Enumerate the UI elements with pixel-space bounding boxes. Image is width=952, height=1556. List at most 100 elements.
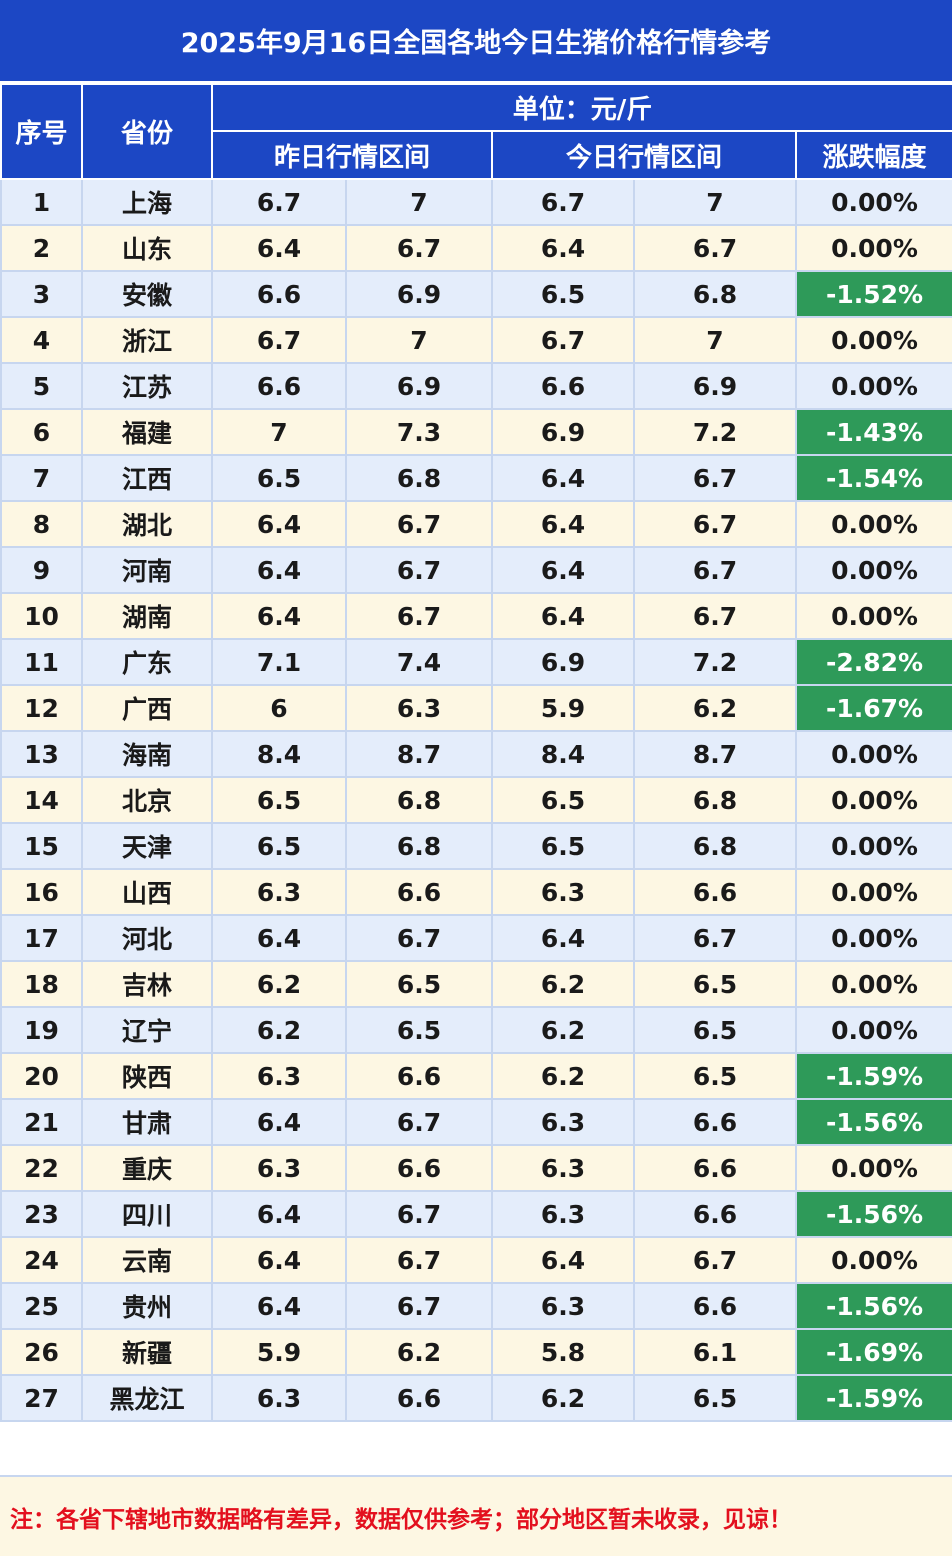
table-row: 4 浙江 6.7 7 6.7 7 0.00%: [0, 316, 952, 364]
yesterday-low: 6.2: [211, 1006, 347, 1054]
row-province: 吉林: [81, 960, 213, 1008]
row-index: 21: [0, 1098, 83, 1146]
today-high: 6.5: [633, 1374, 797, 1422]
table-row: 12 广西 6 6.3 5.9 6.2 -1.67%: [0, 684, 952, 732]
change-percent: 0.00%: [794, 224, 952, 272]
yesterday-high: 6.6: [345, 1374, 493, 1422]
change-percent: 0.00%: [794, 960, 952, 1008]
today-high: 7: [633, 316, 797, 364]
today-low: 6.4: [491, 546, 635, 594]
today-high: 6.5: [633, 960, 797, 1008]
today-low: 6.3: [491, 1282, 635, 1330]
yesterday-high: 6.8: [345, 822, 493, 870]
yesterday-high: 6.7: [345, 224, 493, 272]
row-province: 贵州: [81, 1282, 213, 1330]
yesterday-low: 6.6: [211, 362, 347, 410]
row-province: 江西: [81, 454, 213, 502]
row-index: 5: [0, 362, 83, 410]
yesterday-low: 6.4: [211, 1282, 347, 1330]
yesterday-low: 6.4: [211, 500, 347, 548]
table-row: 5 江苏 6.6 6.9 6.6 6.9 0.00%: [0, 362, 952, 410]
yesterday-low: 7.1: [211, 638, 347, 686]
today-low: 6.3: [491, 1190, 635, 1238]
yesterday-low: 6.3: [211, 1374, 347, 1422]
change-percent: -1.56%: [794, 1190, 952, 1238]
yesterday-high: 7.4: [345, 638, 493, 686]
table-row: 22 重庆 6.3 6.6 6.3 6.6 0.00%: [0, 1144, 952, 1192]
yesterday-high: 6.9: [345, 270, 493, 318]
change-percent: -1.43%: [794, 408, 952, 456]
yesterday-low: 6.4: [211, 546, 347, 594]
yesterday-high: 6.6: [345, 868, 493, 916]
table-row: 3 安徽 6.6 6.9 6.5 6.8 -1.52%: [0, 270, 952, 318]
table-row: 20 陕西 6.3 6.6 6.2 6.5 -1.59%: [0, 1052, 952, 1100]
change-percent: 0.00%: [794, 914, 952, 962]
change-percent: 0.00%: [794, 546, 952, 594]
yesterday-low: 6.5: [211, 776, 347, 824]
change-percent: 0.00%: [794, 178, 952, 226]
today-low: 6.4: [491, 592, 635, 640]
row-province: 山东: [81, 224, 213, 272]
today-high: 6.7: [633, 500, 797, 548]
change-percent: -1.59%: [794, 1374, 952, 1422]
yesterday-low: 6.7: [211, 316, 347, 364]
change-percent: 0.00%: [794, 822, 952, 870]
header-province: 省份: [81, 83, 213, 180]
today-high: 6.7: [633, 224, 797, 272]
today-high: 6.1: [633, 1328, 797, 1376]
row-province: 海南: [81, 730, 213, 778]
today-high: 6.6: [633, 1144, 797, 1192]
table-row: 19 辽宁 6.2 6.5 6.2 6.5 0.00%: [0, 1006, 952, 1054]
yesterday-low: 6.5: [211, 454, 347, 502]
today-low: 8.4: [491, 730, 635, 778]
row-province: 河南: [81, 546, 213, 594]
row-index: 20: [0, 1052, 83, 1100]
today-high: 7.2: [633, 638, 797, 686]
today-low: 6.6: [491, 362, 635, 410]
row-province: 湖北: [81, 500, 213, 548]
row-province: 辽宁: [81, 1006, 213, 1054]
today-high: 7: [633, 178, 797, 226]
row-province: 广东: [81, 638, 213, 686]
change-percent: -1.52%: [794, 270, 952, 318]
yesterday-high: 6.5: [345, 960, 493, 1008]
header-today-range: 今日行情区间: [491, 130, 797, 180]
today-low: 6.4: [491, 914, 635, 962]
row-index: 27: [0, 1374, 83, 1422]
today-low: 6.4: [491, 454, 635, 502]
today-low: 6.2: [491, 1374, 635, 1422]
today-low: 6.5: [491, 270, 635, 318]
yesterday-low: 6.4: [211, 1236, 347, 1284]
today-low: 5.8: [491, 1328, 635, 1376]
today-high: 6.6: [633, 1190, 797, 1238]
change-percent: -1.54%: [794, 454, 952, 502]
today-high: 6.7: [633, 914, 797, 962]
today-low: 6.7: [491, 178, 635, 226]
table-row: 8 湖北 6.4 6.7 6.4 6.7 0.00%: [0, 500, 952, 548]
today-high: 6.5: [633, 1006, 797, 1054]
yesterday-high: 6.3: [345, 684, 493, 732]
yesterday-low: 6.4: [211, 1190, 347, 1238]
yesterday-high: 6.7: [345, 592, 493, 640]
change-percent: 0.00%: [794, 500, 952, 548]
table-row: 21 甘肃 6.4 6.7 6.3 6.6 -1.56%: [0, 1098, 952, 1146]
row-index: 4: [0, 316, 83, 364]
header-yesterday-range: 昨日行情区间: [211, 130, 493, 180]
change-percent: 0.00%: [794, 1006, 952, 1054]
row-index: 26: [0, 1328, 83, 1376]
change-percent: 0.00%: [794, 730, 952, 778]
row-index: 1: [0, 178, 83, 226]
yesterday-low: 6.4: [211, 1098, 347, 1146]
row-index: 10: [0, 592, 83, 640]
today-high: 6.6: [633, 868, 797, 916]
change-percent: 0.00%: [794, 868, 952, 916]
yesterday-low: 6.6: [211, 270, 347, 318]
table-row: 24 云南 6.4 6.7 6.4 6.7 0.00%: [0, 1236, 952, 1284]
change-percent: -2.82%: [794, 638, 952, 686]
yesterday-low: 6.2: [211, 960, 347, 1008]
change-percent: 0.00%: [794, 1236, 952, 1284]
change-percent: -1.69%: [794, 1328, 952, 1376]
yesterday-high: 6.8: [345, 776, 493, 824]
row-index: 25: [0, 1282, 83, 1330]
change-percent: 0.00%: [794, 1144, 952, 1192]
